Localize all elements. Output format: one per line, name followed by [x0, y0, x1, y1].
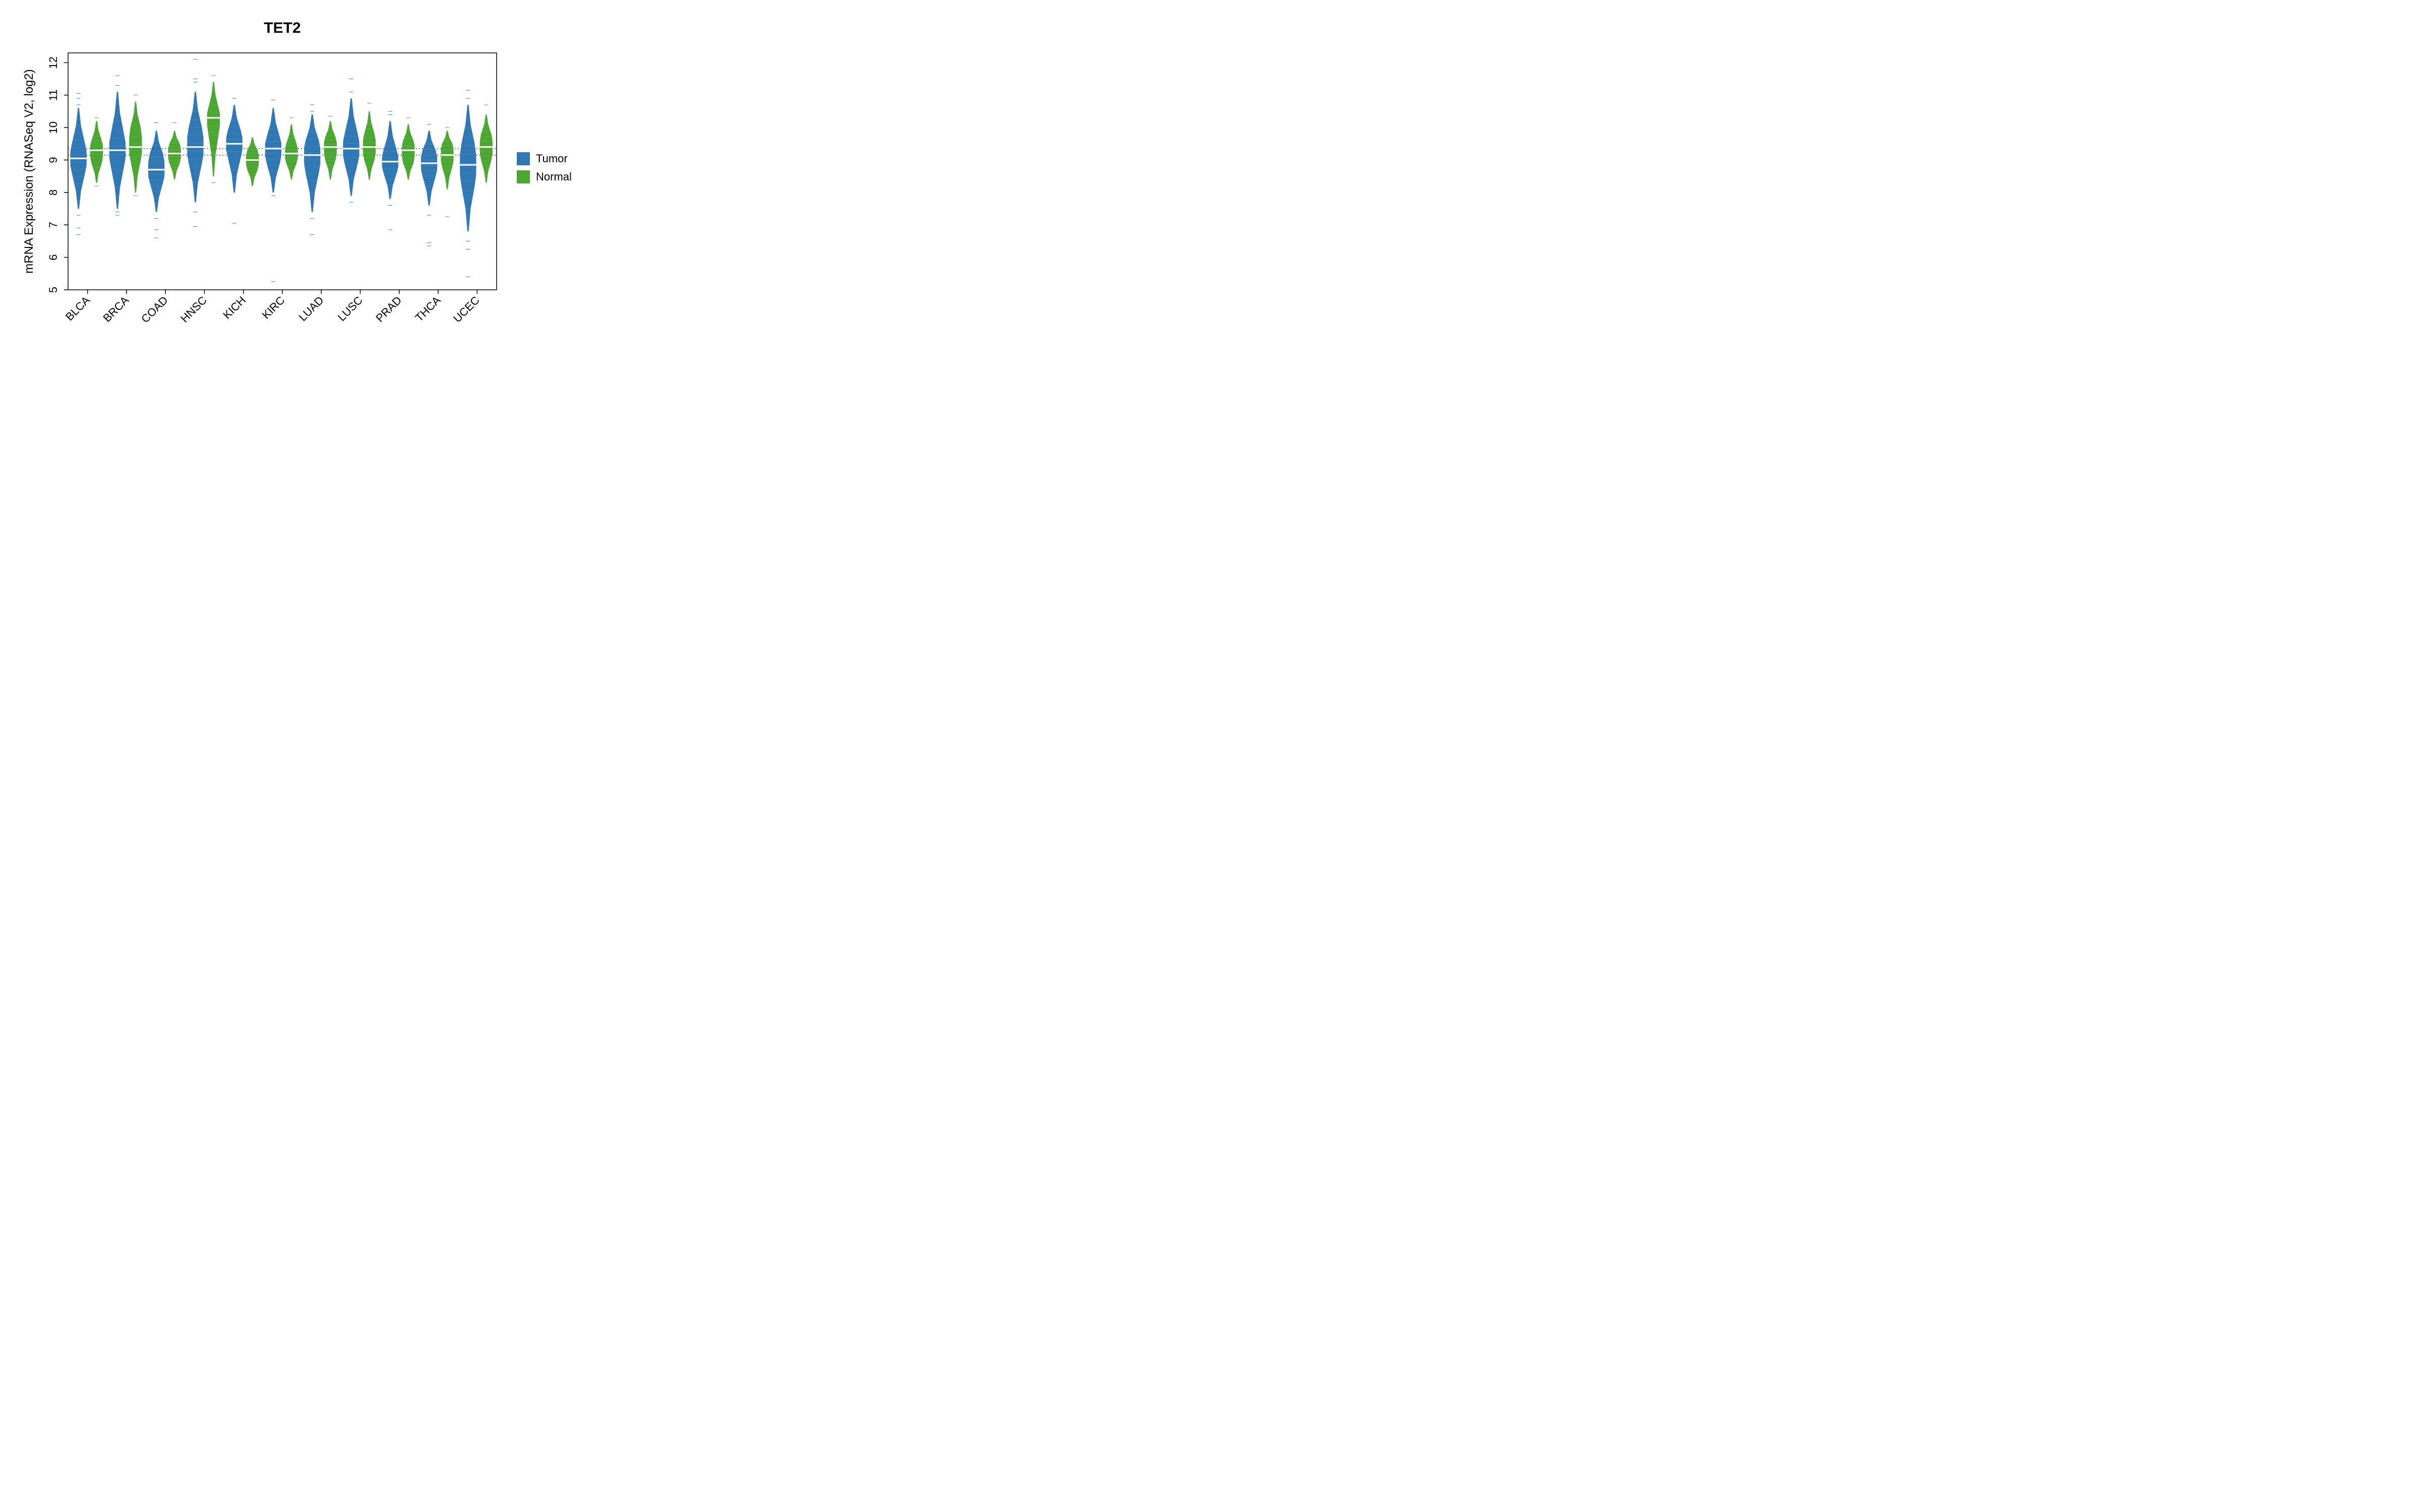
violin-tumor: [343, 98, 359, 196]
legend-swatch: [517, 170, 530, 183]
chart-title: TET2: [264, 20, 300, 36]
y-tick-label: 11: [47, 89, 59, 101]
violin-normal: [90, 121, 103, 182]
violin-tumor: [460, 105, 476, 231]
violin-normal: [324, 121, 337, 179]
violin-normal: [285, 124, 298, 179]
y-tick-label: 8: [47, 190, 59, 196]
x-tick-label: HNSC: [178, 294, 209, 325]
x-tick-label: PRAD: [373, 294, 404, 325]
legend: Tumor Normal: [517, 152, 572, 183]
violin-chart: 5 6 7 8 9 10 11 12 mRNA Expression (RNASeq V2, l…: [0, 0, 605, 378]
chart-container: 5 6 7 8 9 10 11 12 mRNA Expression (RNASeq V2, l…: [0, 0, 605, 378]
x-tick-label: THCA: [413, 294, 443, 324]
violin-normal: [168, 131, 181, 180]
violin-normal: [207, 82, 220, 176]
violin-normal: [480, 114, 493, 182]
x-tick-label: LUSC: [335, 294, 365, 324]
violin-tumor: [265, 108, 281, 192]
x-tick-label: LUAD: [296, 294, 326, 324]
violin-normal: [402, 124, 414, 179]
y-tick-label: 9: [47, 157, 59, 163]
x-tick-label: KICH: [220, 294, 248, 322]
violin-tumor: [382, 121, 398, 199]
violin-normal: [441, 131, 454, 190]
violin-tumor: [226, 105, 243, 193]
violin-tumor: [421, 131, 437, 206]
x-tick-label: BRCA: [101, 294, 132, 325]
violin-tumor: [304, 114, 320, 212]
legend-label: Tumor: [536, 152, 568, 165]
legend-swatch: [517, 152, 530, 165]
y-tick-label: 10: [47, 121, 59, 134]
y-axis-label: mRNA Expression (RNASeq V2, log2): [22, 69, 36, 274]
legend-label: Normal: [536, 170, 572, 183]
x-tick-label: COAD: [139, 294, 170, 326]
y-tick-label: 12: [47, 56, 59, 69]
y-tick-label: 5: [47, 287, 59, 293]
y-tick-label: 7: [47, 222, 59, 228]
violin-normal: [363, 111, 376, 179]
x-tick-label: UCEC: [451, 294, 482, 325]
y-tick-label: 6: [47, 254, 59, 260]
violin-tumor: [148, 131, 164, 212]
x-tick-label: BLCA: [63, 294, 93, 324]
violin-normal: [246, 137, 259, 186]
x-tick-label: KIRC: [260, 294, 287, 322]
